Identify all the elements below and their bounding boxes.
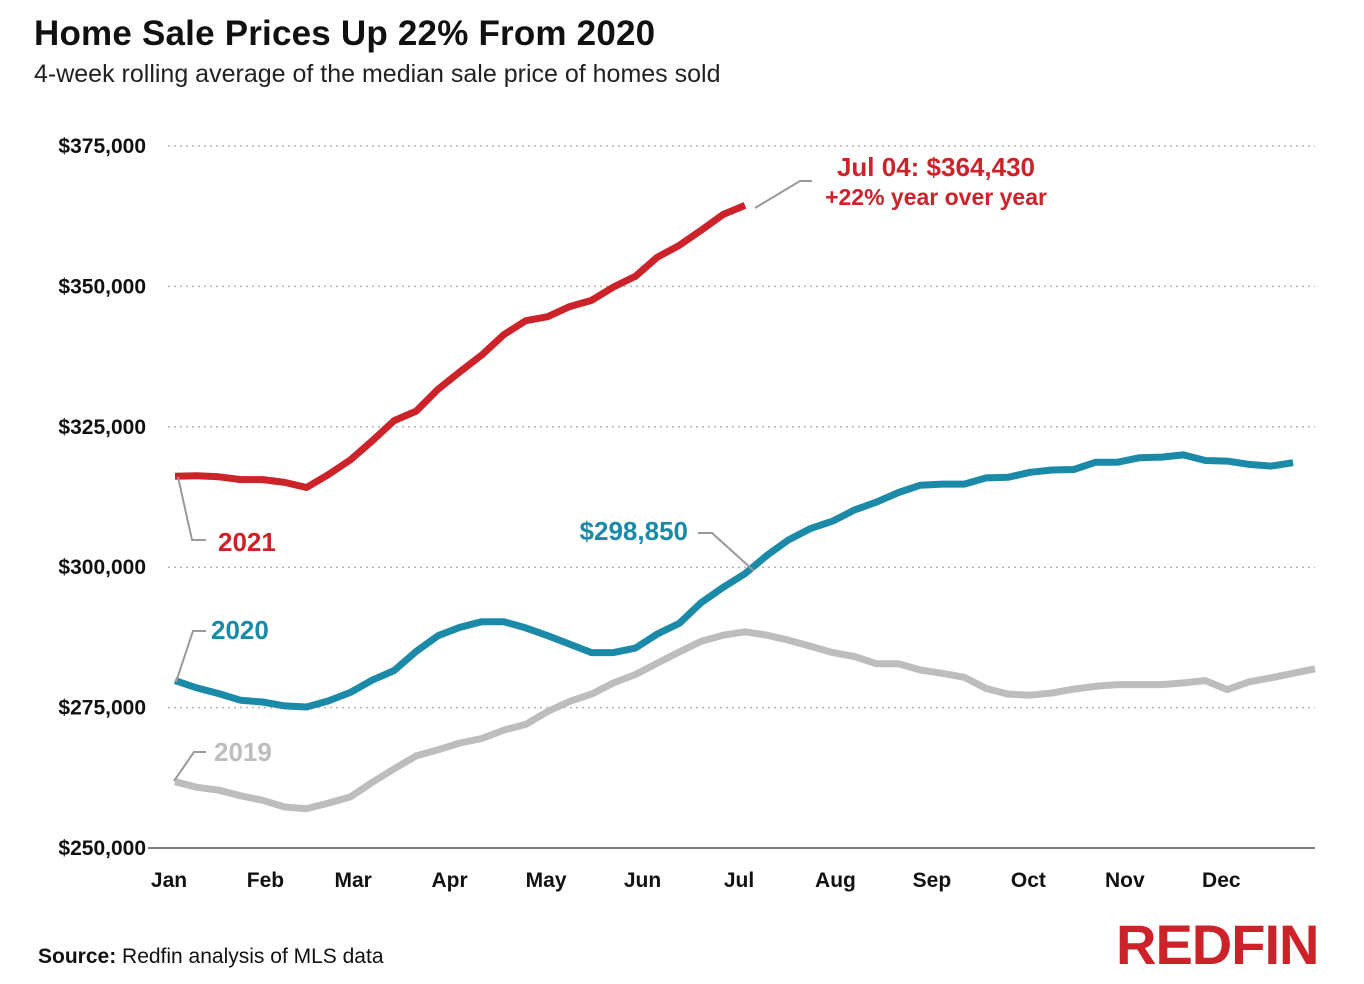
series-label-2019: 2019 [214,737,272,767]
source-label: Source: [38,945,117,968]
annotation-leader-2019-label [173,751,206,782]
chart-title: Home Sale Prices Up 22% From 2020 [34,14,656,53]
y-tick-label: $375,000 [58,135,146,158]
annotations: Jul 04: $364,430 +22% year over year $29… [173,152,1047,782]
y-tick-label: $350,000 [58,275,146,298]
x-tick-label: Sep [913,869,952,892]
x-tick-label: Nov [1105,869,1145,892]
annotation-leader-2021-end [754,180,812,209]
series-line-2020 [173,451,1294,711]
x-tick-label: Jul [724,869,754,892]
source-note: Source: Redfin analysis of MLS data [38,945,384,969]
annotation-leader-2021-label [177,476,206,541]
series-label-2021: 2021 [218,527,276,557]
x-tick-label: May [526,869,567,892]
redfin-logo: REDFIN [1116,913,1319,976]
y-tick-label: $300,000 [58,556,146,579]
annotation-2021-yoy: +22% year over year [825,184,1047,210]
annotation-leader-2020-label [175,630,206,683]
annotation-2021-end-value: Jul 04: $364,430 [837,152,1035,182]
x-tick-label: Feb [247,869,284,892]
chart-subtitle: 4-week rolling average of the median sal… [34,60,721,88]
series-label-2020: 2020 [211,615,269,645]
x-tick-label: Jan [151,869,187,892]
x-axis-tick-labels: Jan Feb Mar Apr May Jun Jul Aug Sep Oct Nov Dec [151,869,1241,892]
y-tick-label: $250,000 [58,837,146,860]
source-text: Redfin analysis of MLS data [116,945,384,968]
annotation-leader-298850 [698,532,755,572]
x-tick-label: Apr [432,869,468,892]
y-axis-tick-labels: $250,000 $275,000 $300,000 $325,000 $350,000… [58,135,146,860]
y-tick-label: $275,000 [58,697,146,720]
x-tick-label: Mar [334,869,371,892]
x-tick-label: Oct [1011,869,1046,892]
grid-lines [148,145,1315,849]
x-tick-label: Aug [815,869,856,892]
series-lines [173,202,1316,813]
y-tick-label: $325,000 [58,416,146,439]
x-tick-label: Jun [624,869,661,892]
series-line-2019 [174,628,1316,813]
annotation-2020-value: $298,850 [580,516,688,546]
x-tick-label: Dec [1202,869,1241,892]
series-line-2021 [174,202,747,491]
